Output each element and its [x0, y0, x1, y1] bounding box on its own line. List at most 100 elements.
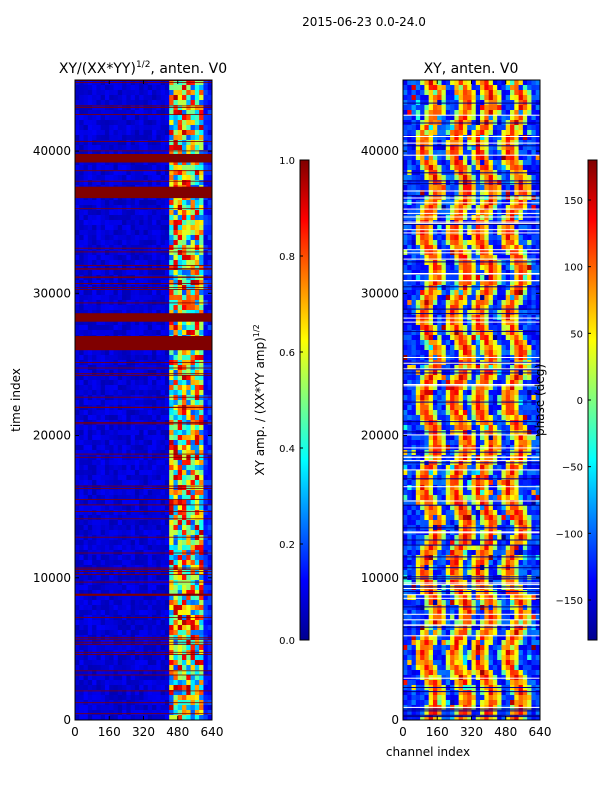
left-heatmap-cell: [156, 165, 161, 171]
left-heatmap-cell: [207, 545, 212, 551]
left-heatmap-cell: [92, 715, 97, 720]
left-heatmap-cell: [207, 355, 212, 361]
left-heatmap-cell: [92, 595, 97, 601]
left-heatmap-cell: [152, 150, 157, 156]
left-heatmap-cell: [122, 465, 127, 471]
right-heatmap-cell: [411, 155, 417, 161]
left-heatmap-cell: [100, 320, 106, 326]
right-heatmap-cell: [501, 85, 507, 91]
left-heatmap-cell: [177, 305, 183, 311]
left-heatmap-cell: [194, 525, 200, 531]
left-heatmap-cell: [177, 540, 183, 546]
left-heatmap-cell: [130, 465, 136, 471]
left-heatmap-cell: [177, 230, 183, 236]
left-heatmap-cell: [173, 555, 179, 561]
right-heatmap-cell: [437, 85, 442, 91]
left-heatmap-cell: [147, 415, 153, 421]
left-heatmap-cell: [83, 240, 89, 246]
left-heatmap-cell: [79, 665, 84, 671]
left-heatmap-cell: [126, 205, 131, 211]
left-heatmap-cell: [173, 665, 179, 671]
left-heatmap-cell: [152, 350, 157, 356]
left-heatmap-cell: [130, 505, 136, 511]
left-heatmap-cell: [96, 270, 101, 276]
right-heatmap-cell: [445, 155, 451, 161]
left-heatmap-cell: [109, 630, 114, 636]
left-heatmap-cell: [92, 500, 97, 506]
left-heatmap-cell: [139, 665, 144, 671]
right-heatmap-cell: [531, 135, 537, 141]
left-heatmap-cell: [207, 350, 212, 356]
left-heatmap-cell: [186, 510, 191, 516]
right-heatmap-cell: [488, 85, 494, 91]
left-heatmap-cell: [164, 145, 170, 151]
left-heatmap-cell: [199, 480, 204, 486]
right-heatmap-cell: [441, 160, 447, 166]
left-heatmap-cell: [126, 580, 131, 586]
left-heatmap-cell: [143, 130, 149, 136]
left-heatmap-cell: [139, 630, 144, 636]
left-heatmap-cell: [104, 260, 110, 266]
left-heatmap-cell: [156, 225, 161, 231]
left-heatmap-cell: [75, 395, 80, 401]
left-heatmap-cell: [186, 120, 191, 126]
right-heatmap-cell: [522, 90, 528, 96]
left-heatmap-cell: [190, 680, 196, 686]
left-heatmap-cell: [104, 385, 110, 391]
left-heatmap-cell: [96, 160, 101, 166]
left-heatmap-cell: [117, 625, 123, 631]
left-heatmap-cell: [194, 515, 200, 521]
left-heatmap-cell: [177, 320, 183, 326]
right-heatmap-cell: [484, 145, 489, 151]
left-heatmap-cell: [190, 295, 196, 301]
left-heatmap-cell: [143, 705, 149, 711]
left-heatmap-cell: [173, 590, 179, 596]
left-heatmap-cell: [147, 350, 153, 356]
left-heatmap-cell: [122, 660, 127, 666]
left-heatmap-cell: [182, 170, 187, 176]
left-heatmap-cell: [186, 400, 191, 406]
left-heatmap-cell: [147, 115, 153, 121]
left-heatmap-cell: [143, 710, 149, 716]
left-heatmap-cell: [177, 290, 183, 296]
left-colorbar-ticks: 0.00.20.40.60.81.0: [279, 156, 303, 647]
left-heatmap-cell: [173, 210, 179, 216]
left-heatmap-cell: [169, 600, 174, 606]
left-heatmap-cell: [164, 460, 170, 466]
left-flag-line: [75, 105, 212, 107]
left-flag-line: [75, 518, 212, 520]
right-heatmap-cell: [480, 110, 485, 116]
left-flag-line: [75, 283, 212, 284]
left-heatmap-cell: [109, 415, 114, 421]
left-heatmap-cell: [186, 545, 191, 551]
left-heatmap-cell: [130, 215, 136, 221]
left-heatmap-cell: [96, 245, 101, 251]
right-heatmap-cell: [527, 95, 532, 101]
left-heatmap-cell: [134, 525, 140, 531]
left-heatmap-cell: [134, 580, 140, 586]
left-heatmap-cell: [92, 610, 97, 616]
left-flag-line: [75, 581, 212, 583]
right-heatmap-cell: [531, 90, 537, 96]
left-heatmap-cell: [134, 495, 140, 501]
left-heatmap-cell: [122, 260, 127, 266]
left-heatmap-cell: [199, 680, 204, 686]
left-heatmap-cell: [130, 645, 136, 651]
left-heatmap-cell: [199, 475, 204, 481]
left-heatmap-cell: [83, 130, 89, 136]
left-heatmap-cell: [177, 675, 183, 681]
left-heatmap-cell: [173, 705, 179, 711]
left-heatmap-cell: [122, 125, 127, 131]
left-heatmap-cell: [79, 445, 84, 451]
left-heatmap-cell: [156, 530, 161, 536]
left-heatmap-cell: [190, 625, 196, 631]
left-heatmap-cell: [169, 590, 174, 596]
left-heatmap-cell: [143, 160, 149, 166]
left-heatmap-cell: [199, 260, 204, 266]
left-heatmap-cell: [164, 215, 170, 221]
left-heatmap-cell: [130, 400, 136, 406]
left-heatmap-cell: [134, 325, 140, 331]
left-heatmap-cell: [79, 675, 84, 681]
left-heatmap-cell: [164, 475, 170, 481]
left-heatmap-cell: [143, 410, 149, 416]
